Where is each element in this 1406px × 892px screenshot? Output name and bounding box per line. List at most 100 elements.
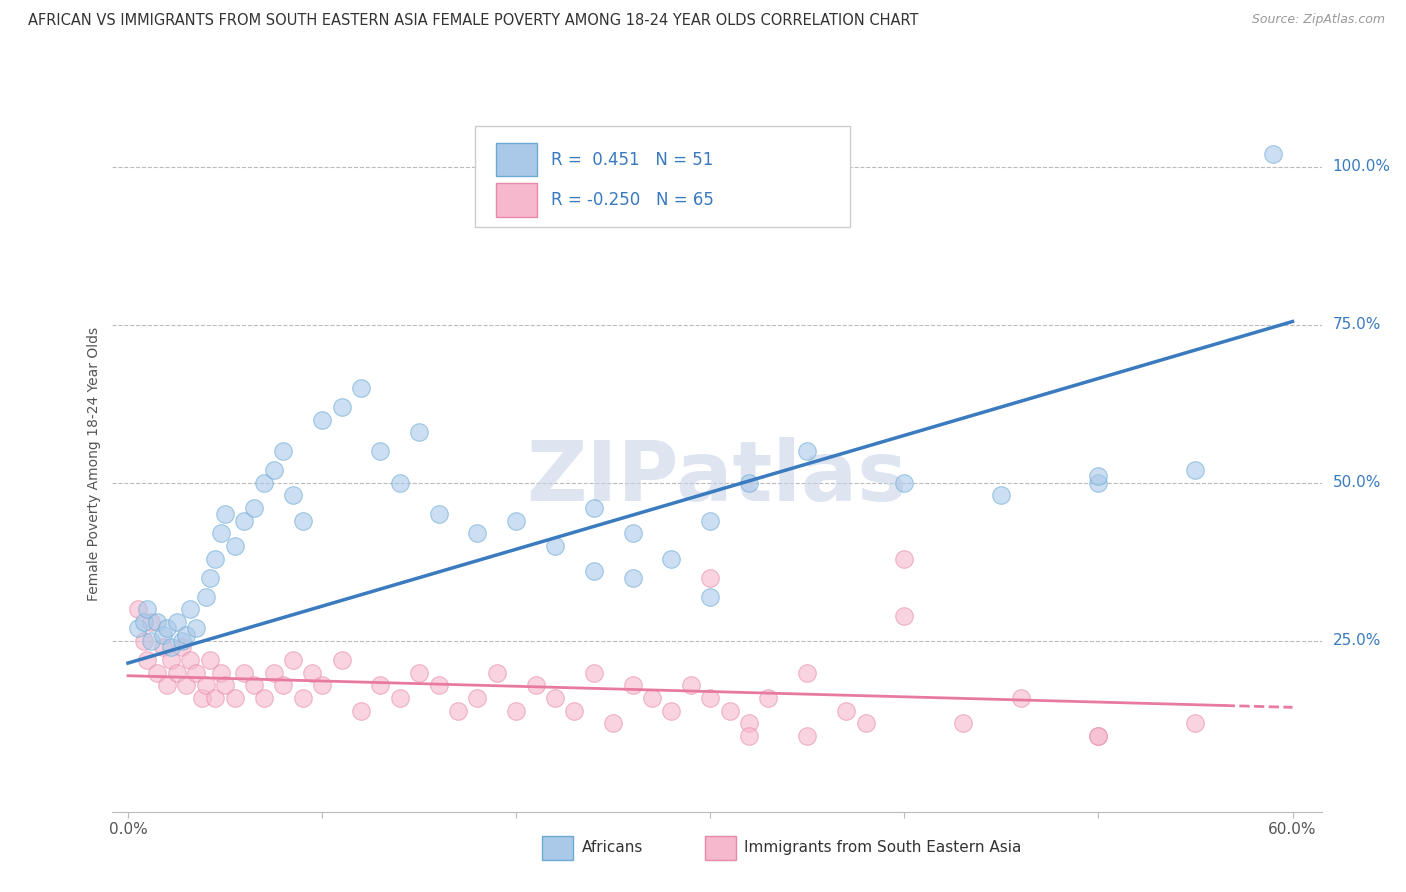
Point (214, 508, 236, 522)
Point (952, 716, 974, 731)
Point (330, 400, 353, 414)
FancyBboxPatch shape (541, 836, 574, 861)
Point (184, 665, 207, 680)
Point (368, 678, 391, 692)
Point (855, 716, 877, 731)
Text: ZIPatlas: ZIPatlas (527, 437, 907, 518)
Point (368, 444, 391, 458)
Point (893, 608, 915, 623)
Point (350, 704, 373, 718)
Point (621, 678, 644, 692)
Point (159, 640, 181, 655)
Point (485, 665, 508, 680)
Point (301, 665, 323, 680)
Point (224, 690, 246, 705)
FancyBboxPatch shape (496, 143, 537, 177)
Point (796, 665, 818, 680)
Point (699, 590, 721, 604)
Point (271, 444, 294, 458)
Point (505, 704, 527, 718)
Text: AFRICAN VS IMMIGRANTS FROM SOUTH EASTERN ASIA FEMALE POVERTY AMONG 18-24 YEAR OL: AFRICAN VS IMMIGRANTS FROM SOUTH EASTERN… (28, 13, 918, 29)
Point (291, 514, 314, 528)
Point (1010, 690, 1032, 705)
Point (209, 665, 232, 680)
FancyBboxPatch shape (496, 184, 537, 217)
Point (184, 621, 207, 635)
Point (350, 381, 373, 395)
Point (127, 621, 149, 635)
Point (524, 678, 547, 692)
Point (699, 514, 721, 528)
Text: 50.0%: 50.0% (1333, 475, 1381, 491)
Point (544, 690, 567, 705)
Point (132, 634, 155, 648)
Point (1087, 475, 1109, 490)
Point (718, 704, 741, 718)
Point (253, 690, 276, 705)
Point (699, 571, 721, 585)
Point (602, 716, 624, 731)
Point (281, 488, 304, 502)
Point (179, 602, 201, 616)
Point (204, 551, 226, 566)
Point (582, 565, 605, 579)
Point (141, 634, 163, 648)
Text: R = -0.250   N = 65: R = -0.250 N = 65 (551, 191, 714, 209)
Point (893, 475, 915, 490)
Point (146, 665, 169, 680)
Point (311, 678, 333, 692)
Point (544, 539, 567, 553)
Point (661, 551, 683, 566)
Point (159, 653, 181, 667)
Point (661, 704, 683, 718)
Text: 100.0%: 100.0% (1333, 159, 1391, 174)
Point (198, 653, 221, 667)
Point (194, 590, 217, 604)
Point (204, 690, 226, 705)
Point (427, 508, 450, 522)
Point (758, 690, 780, 705)
Y-axis label: Female Poverty Among 18-24 Year Olds: Female Poverty Among 18-24 Year Olds (87, 326, 101, 601)
Point (172, 640, 194, 655)
Point (564, 704, 586, 718)
Point (893, 551, 915, 566)
Point (214, 678, 236, 692)
Point (141, 615, 163, 629)
Point (271, 678, 294, 692)
Point (281, 653, 304, 667)
Point (621, 571, 644, 585)
Point (190, 690, 212, 705)
Point (136, 602, 159, 616)
Point (132, 615, 155, 629)
Point (152, 640, 174, 655)
Point (1087, 469, 1109, 483)
Point (253, 475, 276, 490)
Point (224, 539, 246, 553)
Point (172, 634, 194, 648)
Point (582, 501, 605, 516)
Point (1087, 729, 1109, 743)
Point (582, 665, 605, 680)
Point (699, 690, 721, 705)
Point (152, 627, 174, 641)
Point (1184, 716, 1206, 731)
Point (427, 678, 450, 692)
Point (467, 690, 489, 705)
FancyBboxPatch shape (704, 836, 737, 861)
Point (621, 526, 644, 541)
Point (233, 514, 256, 528)
Text: Source: ZipAtlas.com: Source: ZipAtlas.com (1251, 13, 1385, 27)
Point (408, 425, 430, 440)
Point (174, 678, 197, 692)
FancyBboxPatch shape (475, 127, 851, 227)
Point (835, 704, 858, 718)
Point (263, 463, 285, 477)
Text: Africans: Africans (582, 840, 643, 855)
Point (738, 716, 761, 731)
Point (467, 526, 489, 541)
Point (1184, 463, 1206, 477)
Point (233, 665, 256, 680)
Point (388, 475, 411, 490)
Point (408, 665, 430, 680)
Point (388, 690, 411, 705)
